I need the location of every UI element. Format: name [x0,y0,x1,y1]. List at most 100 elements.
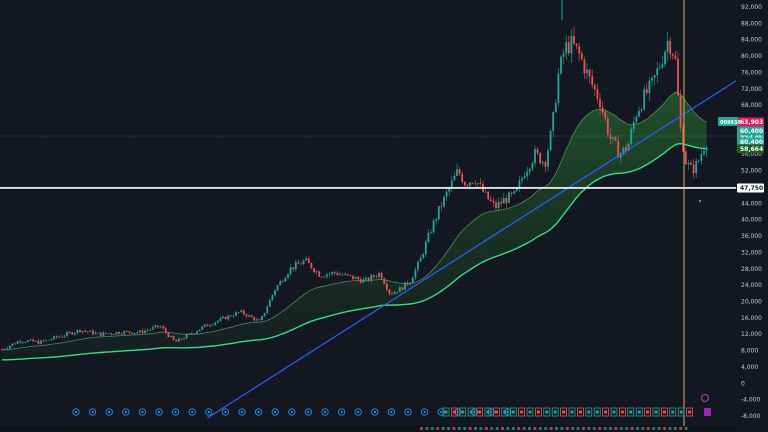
candle-body [521,178,523,181]
signal-marker-fill [528,410,532,414]
bottom-strip-bar [668,427,672,430]
candle-body [354,277,357,280]
signal-marker-fill [604,410,608,414]
signal-marker-blue [371,408,379,416]
signal-marker-fill [562,410,566,414]
candle-body [8,345,11,349]
candle-body [271,295,274,301]
candle-body [302,260,305,265]
candle-body [560,56,562,74]
signal-marker-fill [478,410,482,414]
signal-marker-fill [570,410,574,414]
candle-body [349,274,352,276]
bottom-strip-bar [420,427,423,430]
candle-body [266,306,269,313]
candle-body [29,339,32,341]
signal-marker-dot [423,410,426,414]
candle-body [435,219,438,221]
y-tick-label: 32,000 [741,249,762,256]
signal-marker-square [518,407,525,417]
bottom-strip-bar [511,427,515,430]
candle-body [422,254,425,258]
signal-marker-blue [72,408,80,416]
signal-marker-dot [373,410,376,414]
candle-body [16,341,19,344]
candle-body [154,325,157,328]
candle-body [128,331,131,333]
candle-body [27,340,29,343]
candle-body [661,64,664,68]
y-tick-label: 0 [741,380,745,387]
candle-body [604,112,607,119]
candle-body [430,232,432,234]
y-tick-label: -4,000 [741,397,761,404]
candle-body [539,153,542,164]
candle-body [445,191,448,197]
candle-body [276,285,279,291]
candle-body [224,316,227,320]
candle-body [653,75,656,78]
candle-body [534,149,536,164]
candle-body [97,332,100,334]
candle-body [167,332,170,337]
bottom-strip-bar [603,427,607,430]
candle-body [690,162,692,165]
signal-marker-dot [357,410,360,414]
bottom-strip-bar [587,427,591,430]
y-tick-label: 16,000 [741,315,762,322]
candle-body [432,220,435,233]
signal-marker-dot [323,410,327,414]
bottom-strip-bar [673,427,677,430]
candle-body [76,329,79,333]
signal-marker-fill [444,410,448,414]
y-tick-label: 36,000 [741,233,762,240]
candle-body [565,42,568,54]
candle-body [359,279,362,283]
signal-marker-square [677,407,685,417]
candle-body [440,205,443,207]
bottom-strip-bar [522,427,526,430]
candle-body [47,339,50,341]
bottom-strip-bar [652,427,656,430]
candle-body [331,272,334,274]
bottom-strip-bar [468,427,472,430]
candle-body [149,329,152,331]
bottom-strip-bar [549,427,553,430]
candle-body [500,201,503,204]
candle-body [391,293,393,295]
candle-body [240,310,243,312]
signal-marker-fill [679,410,683,414]
candle-body [461,173,464,183]
candle-body [268,300,271,307]
candle-body [508,192,510,203]
signal-marker-fill [637,410,641,414]
y-tick-label: 88,000 [741,20,762,27]
candle-body [583,59,586,74]
candle-body [229,315,232,317]
candle-body [206,324,209,327]
ema-slow-line [2,142,707,361]
signal-marker-blue [337,408,346,416]
signal-marker-square [585,407,593,417]
signal-marker-square [619,407,626,417]
candle-body [50,339,53,341]
signal-marker-fill [494,410,498,414]
candle-body [107,333,110,335]
candle-body [339,274,341,276]
bottom-strip-bar [625,427,629,430]
bottom-strip-bar [630,427,634,430]
candle-body [695,160,698,174]
bottom-strip-bar [447,427,450,430]
candle-body [406,282,409,285]
signal-marker-fill [671,410,675,414]
candle-body [495,202,497,209]
candle-body [151,327,154,330]
candle-body [398,287,401,293]
candle-body [378,272,380,277]
signal-marker-fill [662,410,666,414]
candle-body [627,143,630,151]
candle-body [94,332,97,335]
y-tick-label: 56,000 [741,151,762,158]
candle-body [315,271,318,273]
